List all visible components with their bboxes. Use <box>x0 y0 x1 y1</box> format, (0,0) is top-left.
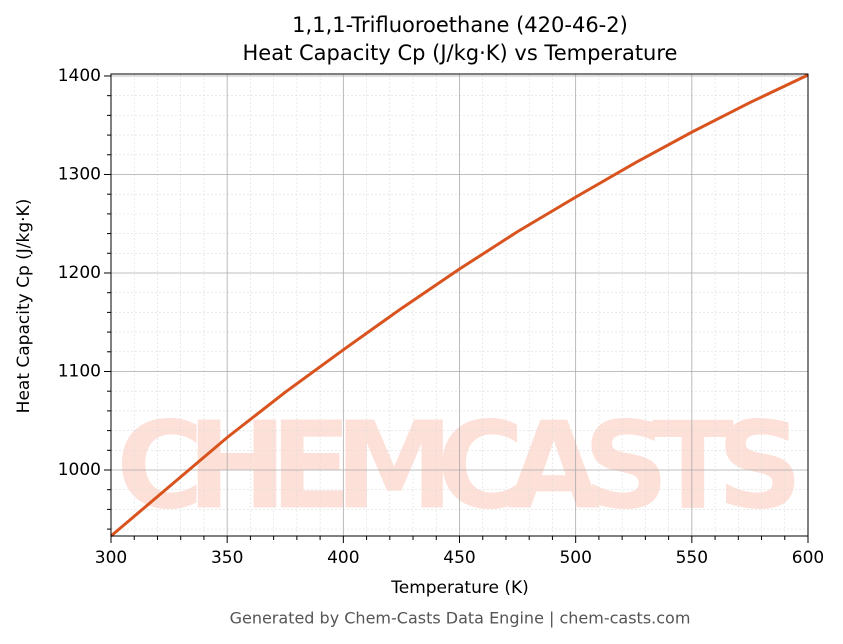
y-tick-label: 1200 <box>58 263 101 283</box>
footer: Generated by Chem-Casts Data Engine | ch… <box>230 609 691 628</box>
x-tick-label: 350 <box>211 548 243 568</box>
x-tick-label: 300 <box>95 548 127 568</box>
x-tick-label: 500 <box>559 548 591 568</box>
y-tick-label: 1300 <box>58 164 101 184</box>
chart-subtitle: Heat Capacity Cp (J/kg·K) vs Temperature <box>243 41 678 65</box>
y-tick-label: 1400 <box>58 66 101 86</box>
x-tick-label: 400 <box>327 548 359 568</box>
chart-title: 1,1,1-Trifluoroethane (420-46-2) <box>292 13 628 37</box>
x-tick-label: 550 <box>676 548 708 568</box>
plot-frame <box>110 73 809 537</box>
x-tick-label: 600 <box>792 548 824 568</box>
x-tick-label: 450 <box>443 548 475 568</box>
y-tick-label: 1000 <box>58 460 101 480</box>
y-tick-label: 1100 <box>58 361 101 381</box>
y-axis-label: Heat Capacity Cp (J/kg·K) <box>14 199 34 414</box>
x-axis-label: Temperature (K) <box>390 578 529 598</box>
data-line <box>110 73 809 538</box>
